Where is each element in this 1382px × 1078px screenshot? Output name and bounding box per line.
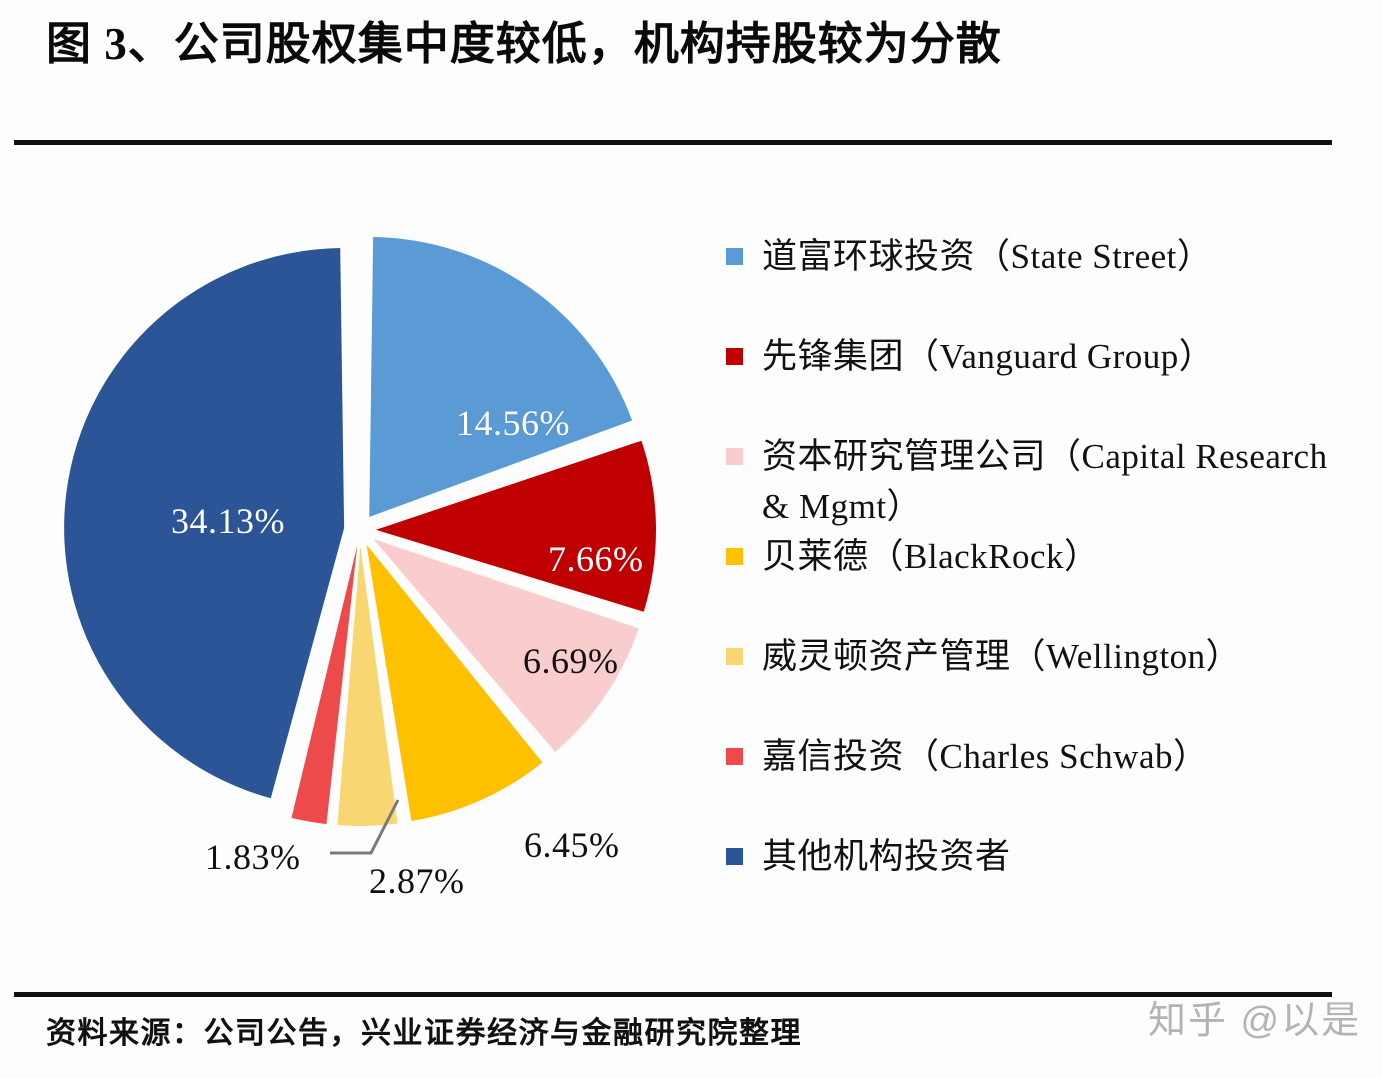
pie-slice-group: [64, 236, 656, 826]
legend-item-vanguard[interactable]: 先锋集团（Vanguard Group）: [726, 332, 1214, 382]
pie-slice: [366, 544, 543, 821]
legend-swatch-wellington: [726, 648, 743, 665]
pie-slice: [373, 538, 639, 752]
leader-line-schwab: [330, 799, 400, 855]
slice-label-state-street: 14.56%: [456, 403, 570, 443]
figure-title: 图 3、公司股权集中度较低，机构持股较为分散: [46, 19, 1002, 69]
legend-label-wellington: 威灵顿资产管理（Wellington）: [762, 637, 1242, 676]
legend-item-schwab[interactable]: 嘉信投资（Charles Schwab）: [726, 732, 1208, 782]
pie-slice: [291, 545, 358, 825]
legend-label-capital-research: 资本研究管理公司（Capital Research & Mgmt）: [762, 437, 1328, 526]
legend-swatch-capital-research: [726, 448, 743, 465]
legend-swatch-others: [726, 848, 743, 865]
legend-label-state-street: 道富环球投资（State Street）: [762, 237, 1213, 276]
legend-label-vanguard: 先锋集团（Vanguard Group）: [762, 337, 1215, 376]
bottom-divider-rule: [14, 992, 1332, 997]
legend-swatch-blackrock: [726, 548, 743, 565]
legend-item-blackrock[interactable]: 贝莱德（BlackRock）: [726, 532, 1100, 582]
pie-chart: 14.56% 7.66% 6.69% 6.45% 2.87% 1.83% 34.…: [0, 150, 720, 990]
legend-item-wellington[interactable]: 威灵顿资产管理（Wellington）: [726, 632, 1241, 682]
slice-label-others: 34.13%: [171, 501, 285, 541]
pie-slice: [375, 440, 656, 612]
top-divider-rule: [14, 140, 1332, 145]
pie-chart-svg: [64, 236, 656, 855]
legend-item-state-street[interactable]: 道富环球投资（State Street）: [726, 232, 1212, 282]
legend-swatch-vanguard: [726, 348, 743, 365]
slice-label-wellington: 2.87%: [369, 861, 465, 901]
slice-label-capital-research: 6.69%: [523, 641, 619, 681]
legend-swatch-schwab: [726, 748, 743, 765]
legend-label-schwab: 嘉信投资（Charles Schwab）: [762, 737, 1209, 776]
legend-item-capital-research[interactable]: 资本研究管理公司（Capital Research & Mgmt）: [726, 432, 1346, 532]
legend-item-others[interactable]: 其他机构投资者: [726, 832, 1011, 882]
slice-label-blackrock: 6.45%: [524, 825, 620, 865]
legend-label-blackrock: 贝莱德（BlackRock）: [762, 537, 1100, 576]
pie-slice: [369, 236, 633, 517]
pie-slice: [337, 545, 398, 826]
source-note: 资料来源：公司公告，兴业证券经济与金融研究院整理: [46, 1017, 802, 1050]
slice-label-schwab: 1.83%: [205, 837, 301, 877]
legend-label-others: 其他机构投资者: [762, 837, 1011, 876]
legend-swatch-state-street: [726, 248, 743, 265]
slice-label-vanguard: 7.66%: [548, 539, 644, 579]
pie-slice: [64, 248, 345, 799]
